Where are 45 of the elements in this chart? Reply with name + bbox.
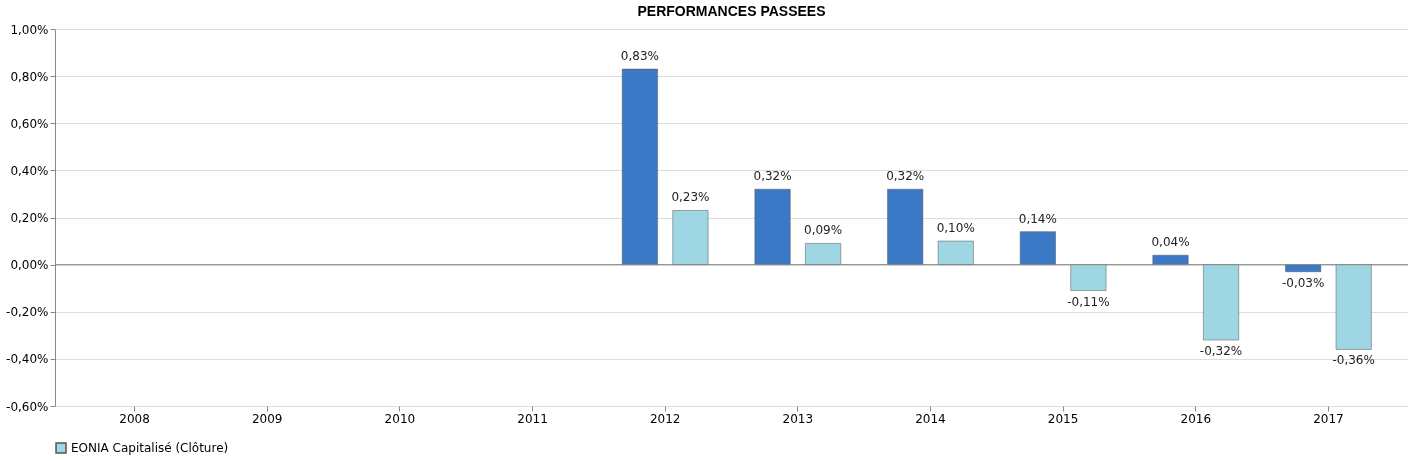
x-tick-label: 2012 [649,411,681,426]
x-tick-label: 2011 [517,411,548,426]
bar [672,210,709,265]
y-tick-label: -0,40% [6,352,49,367]
x-tick-label: 2015 [1047,411,1079,426]
bar [1019,231,1056,265]
x-tick-label: 2016 [1180,411,1212,426]
legend-label: EONIA Capitalisé (Clôture) [71,441,229,455]
y-tick-label: 0,00% [10,258,49,273]
y-tick-label: 0,40% [10,163,49,178]
bar [805,243,842,265]
x-tick-label: 2014 [915,411,946,426]
data-label: -0,36% [1332,353,1375,368]
data-label: -0,32% [1199,344,1243,359]
y-tick-label: -0,60% [6,399,49,414]
data-label: -0,11% [1067,294,1110,309]
data-label: 0,10% [936,221,975,236]
x-tick-label: 2017 [1313,411,1344,426]
data-label: 0,83% [620,49,659,64]
bar [937,240,974,265]
data-label: -0,03% [1281,275,1325,290]
y-tick-label: 0,60% [10,116,49,131]
x-tick-label: 2009 [251,411,283,426]
bar [1335,264,1372,350]
data-label: 0,04% [1151,235,1190,250]
data-label: 0,23% [671,190,710,205]
data-label: 0,32% [753,169,792,184]
data-label: 0,09% [804,223,843,238]
x-tick-label: 2010 [384,411,416,426]
bar [1203,264,1239,341]
x-tick-label: 2008 [119,411,150,426]
bar [1285,264,1322,272]
bar [1070,264,1107,291]
y-tick-label: 0,80% [10,69,49,84]
bar [887,188,924,265]
bar [621,68,658,265]
y-tick-label: 1,00% [10,22,49,37]
x-tick-label: 2013 [782,411,814,426]
y-tick-label: -0,20% [6,305,49,320]
data-label: 0,14% [1018,211,1057,226]
chart-title: PERFORMANCES PASSEES [637,3,826,19]
bar [754,188,791,265]
bar [1152,254,1189,265]
y-tick-label: 0,20% [10,211,49,225]
data-label: 0,32% [886,169,925,184]
